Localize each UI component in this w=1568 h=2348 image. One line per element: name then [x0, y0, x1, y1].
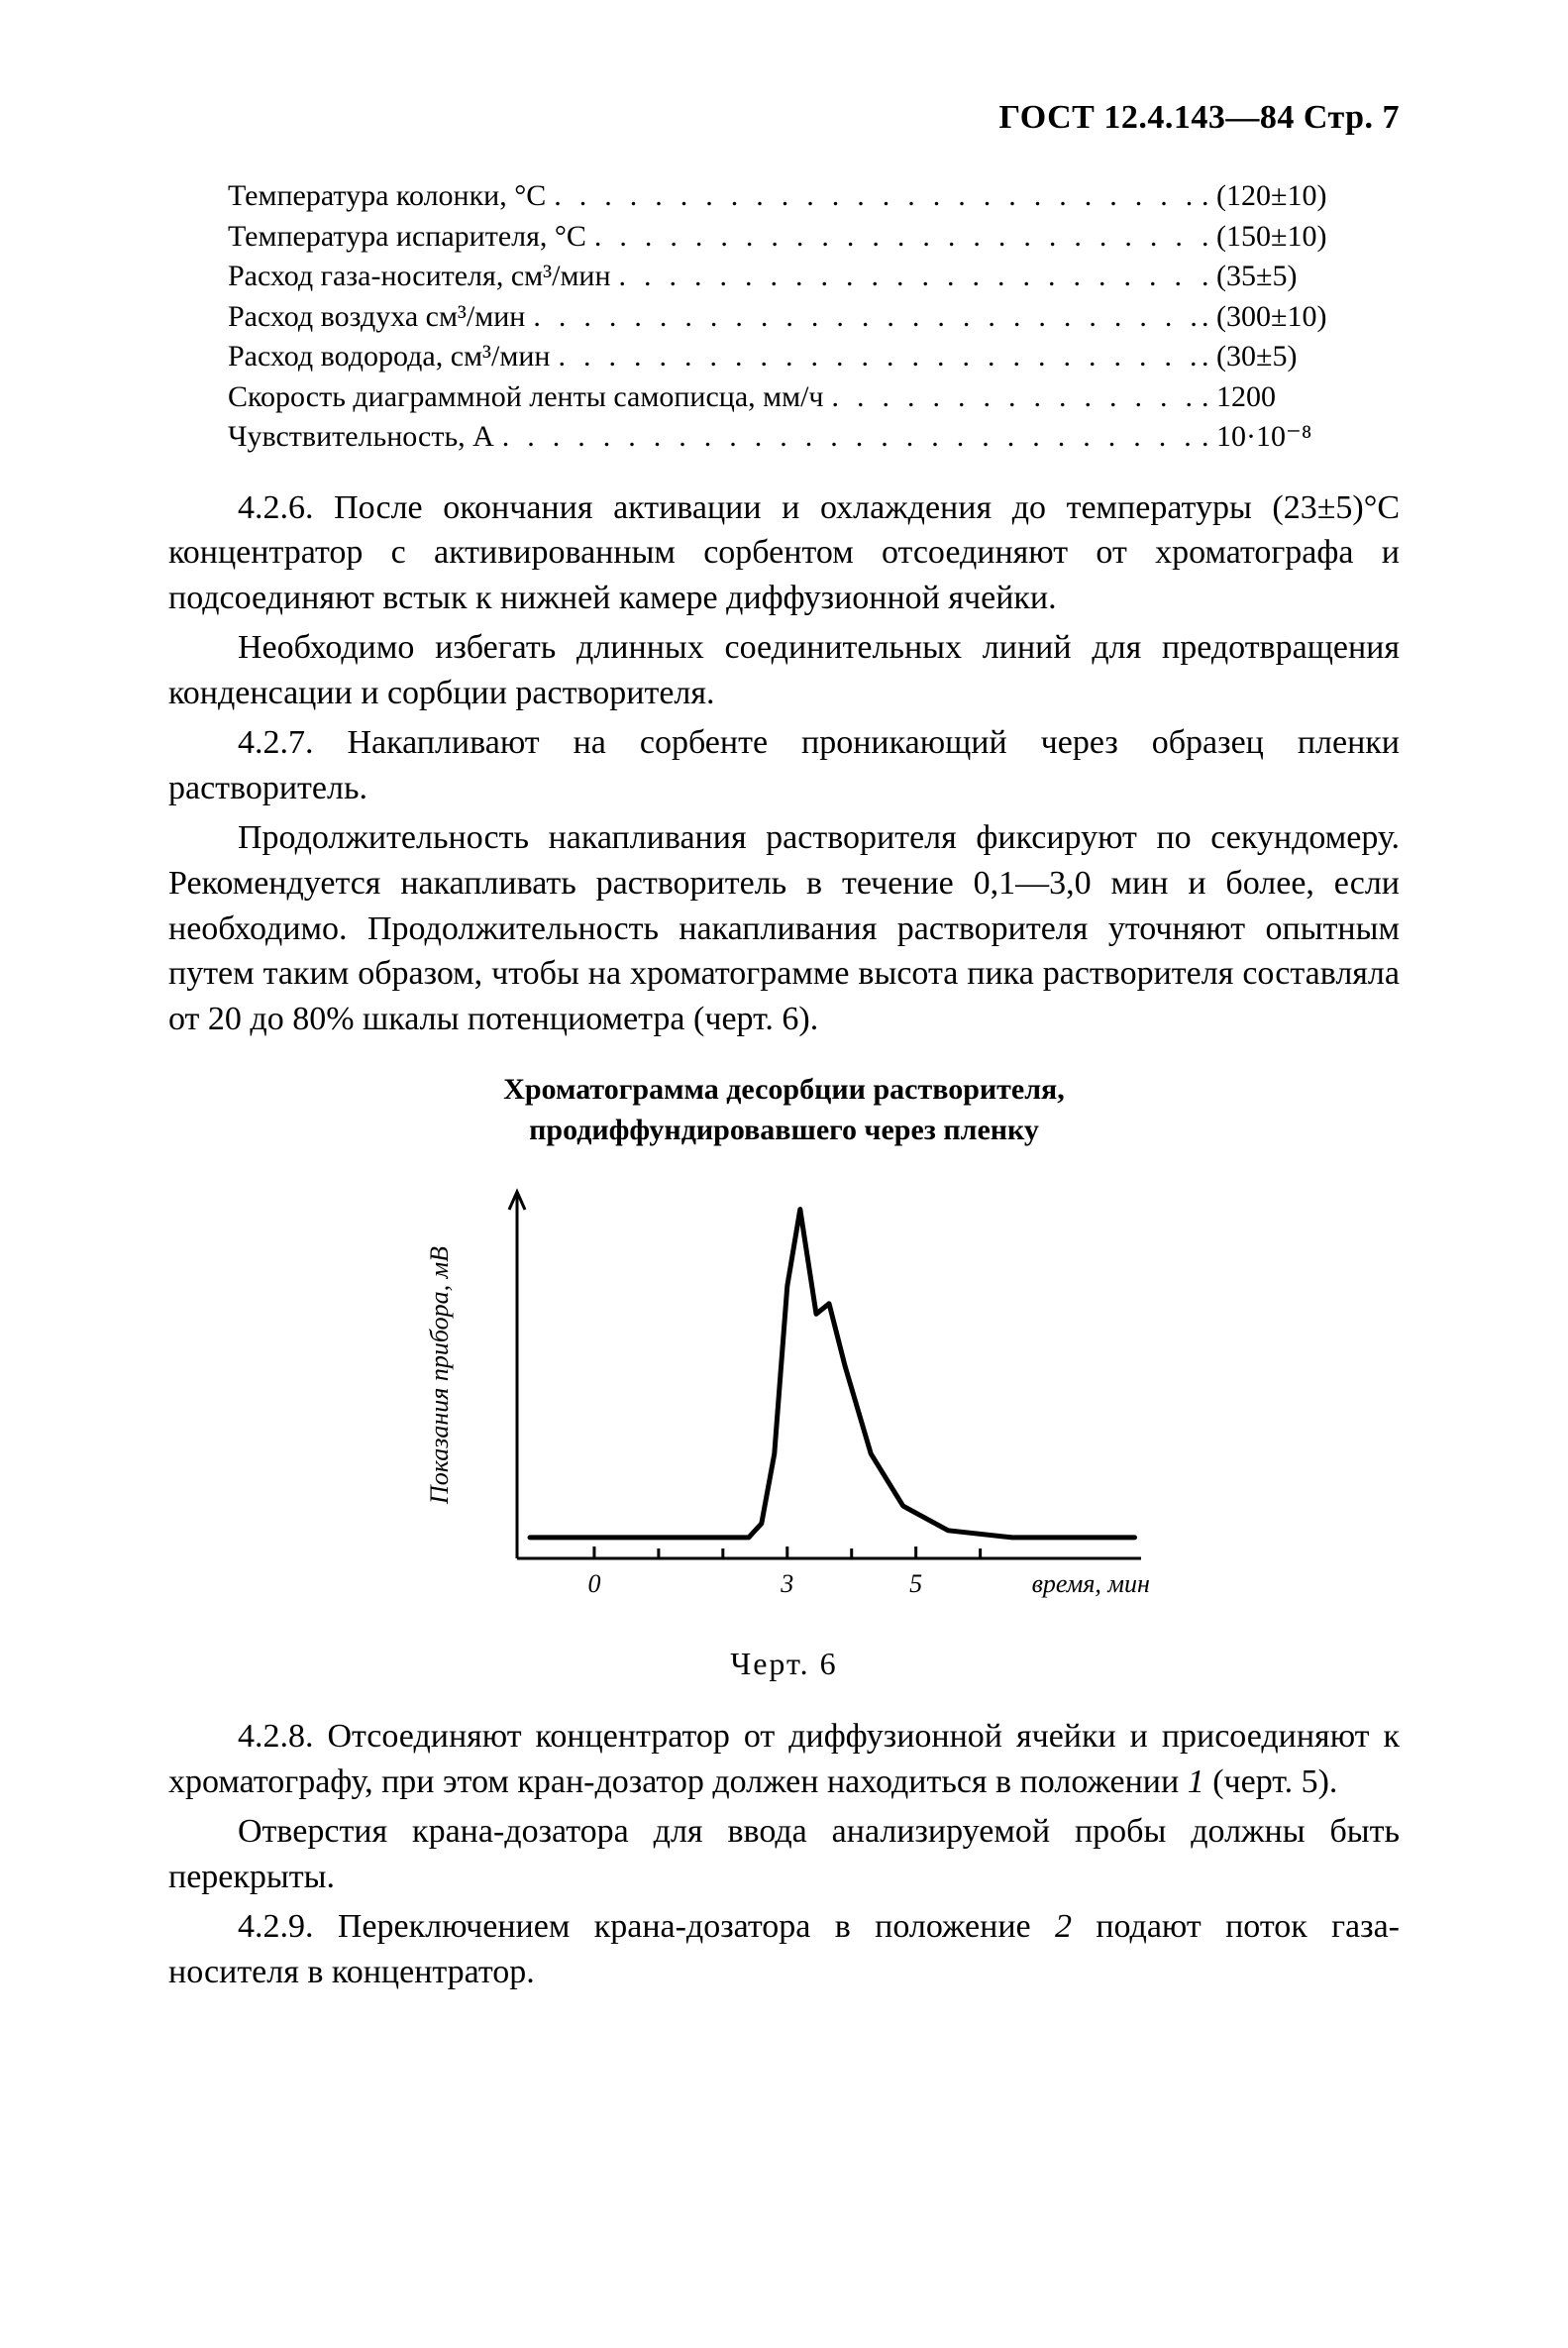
param-value: . (35±5)	[1202, 257, 1400, 297]
param-value: . (300±10)	[1202, 297, 1400, 338]
para-4-2-9: 4.2.9. Переключением крана-дозатора в по…	[168, 1904, 1400, 1995]
page-header: ГОСТ 12.4.143—84 Стр. 7	[168, 99, 1400, 137]
param-label: Расход воздуха см³/мин	[228, 297, 525, 338]
param-label: Скорость диаграммной ленты самописца, мм…	[228, 377, 824, 418]
figure-title-line1: Хроматограмма десорбции растворителя,	[503, 1073, 1065, 1106]
para-4-2-7-a: 4.2.7. Накапливают на сорбенте проникающ…	[168, 720, 1400, 811]
parameter-list: Температура колонки, °С.................…	[228, 176, 1400, 458]
param-value: . 1200	[1202, 377, 1400, 418]
param-value: . (120±10)	[1202, 176, 1400, 217]
param-row: Расход воздуха см³/мин..................…	[228, 297, 1400, 338]
param-value: . (30±5)	[1202, 337, 1400, 377]
leader-dots: ........................................	[586, 217, 1202, 258]
para-4-2-8-b: Отверстия крана-дозатора для ввода анали…	[168, 1809, 1400, 1900]
leader-dots: ........................................	[494, 417, 1202, 458]
param-row: Температура колонки, °С.................…	[228, 176, 1400, 217]
figure-title-line2: продиффундировавшего через пленку	[529, 1114, 1039, 1146]
leader-dots: ........................................	[550, 337, 1202, 377]
leader-dots: ........................................	[546, 176, 1202, 217]
xtick-label: 0	[587, 1569, 600, 1598]
para-4-2-7-b: Продолжительность накапливания растворит…	[168, 815, 1400, 1042]
y-axis-label: Показания прибора, мВ	[425, 1246, 454, 1505]
leader-dots: ........................................	[824, 377, 1202, 418]
chromatogram-chart: 0 3 5 Показания прибора, мВ время, мин	[408, 1172, 1161, 1628]
param-value: . (150±10)	[1202, 217, 1400, 258]
page: ГОСТ 12.4.143—84 Стр. 7 Температура коло…	[0, 0, 1568, 2348]
figure-title: Хроматограмма десорбции растворителя, пр…	[168, 1070, 1400, 1150]
body-text-block-1: 4.2.6. После окончания активации и охлаж…	[168, 485, 1400, 1043]
body-text-block-2: 4.2.8. Отсоединяют концентратор от диффу…	[168, 1714, 1400, 1994]
param-value: . 10·10⁻⁸	[1202, 417, 1400, 458]
figure-6: Хроматограмма десорбции растворителя, пр…	[168, 1070, 1400, 1682]
para-4-2-8-a-tail: (черт. 5).	[1204, 1763, 1338, 1800]
param-label: Чувствительность, А	[228, 417, 494, 458]
curve	[530, 1210, 1135, 1538]
param-row: Температура испарителя, °С..............…	[228, 217, 1400, 258]
para-4-2-8-a: 4.2.8. Отсоединяют концентратор от диффу…	[168, 1714, 1400, 1805]
param-row: Скорость диаграммной ленты самописца, мм…	[228, 377, 1400, 418]
figure-caption: Черт. 6	[168, 1646, 1400, 1682]
para-4-2-9-head: 4.2.9. Переключением крана-дозатора в по…	[238, 1908, 1055, 1945]
leader-dots: ........................................	[525, 297, 1202, 338]
figure-svg-wrap: 0 3 5 Показания прибора, мВ время, мин	[168, 1172, 1400, 1628]
para-4-2-6-a: 4.2.6. После окончания активации и охлаж…	[168, 485, 1400, 622]
x-axis-label: время, мин	[1031, 1569, 1149, 1598]
para-4-2-9-num: 2	[1055, 1908, 1072, 1945]
para-4-2-6-b: Необходимо избегать длинных соединительн…	[168, 625, 1400, 716]
leader-dots: ........................................	[611, 257, 1202, 297]
xtick-label: 3	[780, 1569, 793, 1598]
param-label: Температура испарителя, °С	[228, 217, 586, 258]
param-label: Расход водорода, см³/мин	[228, 337, 550, 377]
para-4-2-8-a-num: 1	[1188, 1763, 1204, 1800]
xtick-label: 5	[909, 1569, 922, 1598]
param-label: Температура колонки, °С	[228, 176, 546, 217]
param-row: Расход газа-носителя, см³/мин...........…	[228, 257, 1400, 297]
param-label: Расход газа-носителя, см³/мин	[228, 257, 611, 297]
param-row: Чувствительность, А.....................…	[228, 417, 1400, 458]
param-row: Расход водорода, см³/мин................…	[228, 337, 1400, 377]
